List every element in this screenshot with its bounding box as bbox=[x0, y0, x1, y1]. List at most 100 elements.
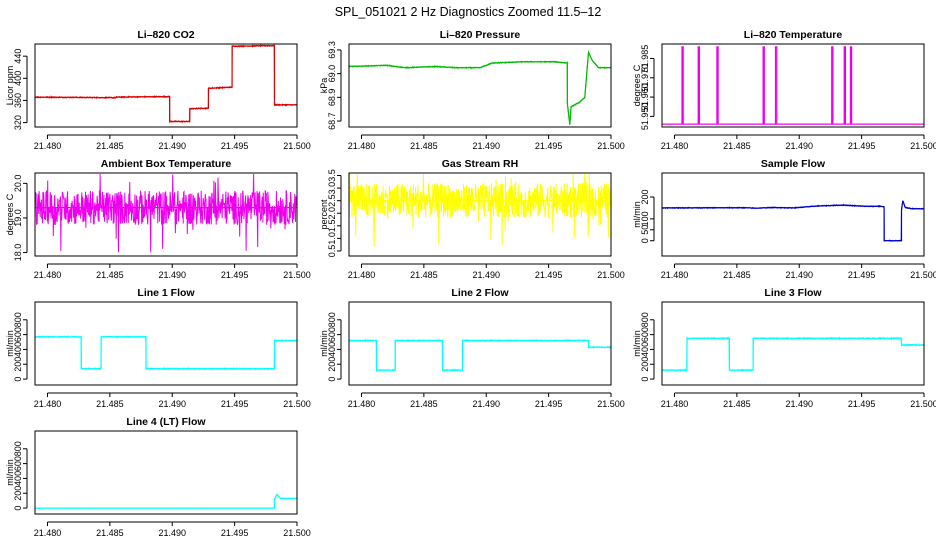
plot-frame bbox=[661, 301, 925, 386]
x-tick-label: 21.485 bbox=[410, 141, 438, 151]
plot-frame bbox=[34, 172, 298, 257]
x-tick-label: 21.490 bbox=[158, 528, 186, 538]
y-tick-label: 200 bbox=[13, 357, 23, 372]
y-tick-label: 2.5 bbox=[327, 194, 337, 207]
y-axis-label: percent bbox=[319, 199, 329, 230]
x-tick-label: 21.500 bbox=[597, 399, 625, 409]
x-tick-label: 21.495 bbox=[535, 399, 563, 409]
x-tick-label: 21.495 bbox=[848, 141, 876, 151]
x-tick-label: 21.485 bbox=[410, 270, 438, 280]
y-tick-label: 51.970 bbox=[640, 64, 650, 92]
plot-frame bbox=[348, 43, 612, 128]
plot-frame bbox=[348, 172, 612, 257]
panel-title: Line 3 Flow bbox=[764, 287, 822, 299]
y-tick-label: 51.950 bbox=[640, 103, 650, 131]
y-tick-label: 200 bbox=[13, 486, 23, 501]
panel-title: Li–820 CO2 bbox=[137, 29, 194, 41]
y-tick-label: 69.3 bbox=[327, 41, 337, 59]
chart-panel: Gas Stream RH percent 21.480 21.485 21.490 21… bbox=[319, 158, 625, 280]
x-tick-label: 21.495 bbox=[221, 399, 249, 409]
series-noise bbox=[661, 336, 925, 373]
x-tick-label: 21.500 bbox=[910, 270, 936, 280]
y-tick-label: 800 bbox=[640, 312, 650, 327]
series-noise bbox=[348, 51, 612, 125]
x-tick-label: 21.485 bbox=[96, 399, 124, 409]
x-tick-label: 21.490 bbox=[158, 141, 186, 151]
x-tick-label: 21.480 bbox=[661, 141, 689, 151]
y-axis-label: kPa bbox=[319, 78, 329, 94]
chart-panel: Sample Flow ml/min 21.480 21.485 21.490 21.49… bbox=[632, 158, 936, 280]
x-tick-label: 21.490 bbox=[158, 399, 186, 409]
y-tick-label: 200 bbox=[640, 357, 650, 372]
x-tick-label: 21.500 bbox=[283, 399, 311, 409]
series-line bbox=[662, 337, 924, 371]
panel-title: Line 4 (LT) Flow bbox=[126, 416, 206, 428]
y-tick-label: 69.0 bbox=[327, 65, 337, 83]
y-tick-label: 0 bbox=[640, 238, 650, 243]
y-tick-label: 68.7 bbox=[327, 112, 337, 130]
x-tick-label: 21.480 bbox=[348, 399, 376, 409]
x-tick-label: 21.480 bbox=[348, 141, 376, 151]
series-line bbox=[35, 493, 297, 509]
y-tick-label: 200 bbox=[327, 357, 337, 372]
y-tick-label: 320 bbox=[13, 115, 23, 130]
y-tick-label: 20.0 bbox=[13, 175, 23, 193]
x-tick-label: 21.500 bbox=[910, 141, 936, 151]
x-tick-label: 21.490 bbox=[472, 270, 500, 280]
chart-panel: Li–820 Pressure kPa 21.480 21.485 21.490 21.4… bbox=[319, 29, 625, 151]
y-tick-label: 400 bbox=[13, 471, 23, 486]
x-tick-label: 21.485 bbox=[96, 141, 124, 151]
chart-panel: Ambient Box Temperature degrees C 21.480 21… bbox=[5, 158, 311, 280]
x-tick-label: 21.495 bbox=[535, 270, 563, 280]
y-tick-label: 18.0 bbox=[13, 244, 23, 262]
chart-panel: Line 3 Flow ml/min 21.480 21.485 21.490 21.49… bbox=[632, 287, 936, 409]
x-tick-label: 21.490 bbox=[785, 141, 813, 151]
x-tick-label: 21.500 bbox=[597, 270, 625, 280]
y-tick-label: 2.0 bbox=[327, 207, 337, 220]
panel-title: Line 1 Flow bbox=[137, 287, 195, 299]
series-noise bbox=[348, 173, 612, 247]
y-tick-label: 800 bbox=[327, 312, 337, 327]
y-tick-label: 360 bbox=[13, 93, 23, 108]
x-tick-label: 21.480 bbox=[34, 141, 62, 151]
y-axis-label: ml/min bbox=[632, 330, 642, 357]
x-tick-label: 21.490 bbox=[472, 399, 500, 409]
x-tick-label: 21.500 bbox=[283, 141, 311, 151]
y-tick-label: 0.5 bbox=[327, 245, 337, 258]
panels-grid: Li–820 CO2 Licor ppm 21.480 21.485 21.490 21.… bbox=[5, 29, 936, 538]
panel-title: Li–820 Pressure bbox=[440, 29, 521, 41]
series-line bbox=[348, 49, 611, 125]
x-tick-label: 21.495 bbox=[848, 270, 876, 280]
y-axis-label: degrees C bbox=[632, 64, 642, 106]
y-tick-label: 3.0 bbox=[327, 182, 337, 195]
y-axis-label: ml/min bbox=[5, 330, 15, 357]
figure-suptitle: SPL_051021 2 Hz Diagnostics Zoomed 11.5–… bbox=[335, 5, 602, 19]
x-tick-label: 21.490 bbox=[785, 399, 813, 409]
chart-panel: Line 2 Flow ml/min 21.480 21.485 21.490 21.49… bbox=[319, 287, 625, 409]
y-tick-label: 0 bbox=[13, 506, 23, 511]
x-tick-label: 21.485 bbox=[723, 399, 751, 409]
series-line bbox=[349, 339, 611, 371]
x-tick-label: 21.495 bbox=[848, 399, 876, 409]
y-tick-label: 800 bbox=[13, 441, 23, 456]
x-tick-label: 21.480 bbox=[34, 399, 62, 409]
y-tick-label: 50 bbox=[640, 225, 650, 235]
series-noise bbox=[34, 43, 298, 124]
x-tick-label: 21.490 bbox=[785, 270, 813, 280]
plot-frame bbox=[34, 43, 298, 128]
x-tick-label: 21.500 bbox=[910, 399, 936, 409]
y-tick-label: 68.9 bbox=[327, 89, 337, 107]
x-tick-label: 21.480 bbox=[348, 270, 376, 280]
series-line bbox=[34, 45, 297, 123]
y-tick-label: 600 bbox=[13, 456, 23, 471]
x-tick-label: 21.485 bbox=[723, 270, 751, 280]
y-axis-label: ml/min bbox=[5, 459, 15, 486]
y-tick-label: 600 bbox=[327, 327, 337, 342]
panel-title: Li–820 Temperature bbox=[744, 29, 843, 41]
y-tick-label: 800 bbox=[13, 312, 23, 327]
x-tick-label: 21.495 bbox=[221, 270, 249, 280]
chart-panel: Li–820 CO2 Licor ppm 21.480 21.485 21.490 21.… bbox=[5, 29, 311, 151]
series-noise bbox=[34, 173, 298, 253]
y-tick-label: 0 bbox=[640, 377, 650, 382]
x-tick-label: 21.495 bbox=[535, 141, 563, 151]
